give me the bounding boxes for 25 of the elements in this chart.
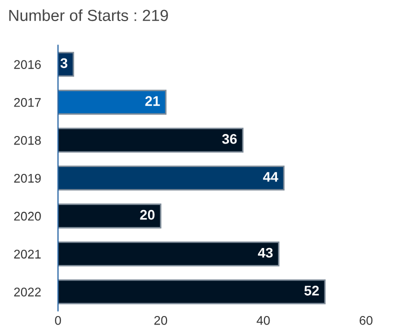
bar (58, 128, 244, 153)
data-label: 21 (145, 96, 160, 106)
data-label: 52 (304, 286, 319, 296)
data-label: 20 (140, 210, 155, 220)
data-label: 36 (222, 134, 237, 144)
y-tick-label: 2017 (14, 98, 41, 107)
data-label: 44 (263, 172, 278, 182)
x-tick-label: 20 (154, 316, 168, 325)
y-tick-label: 2016 (14, 60, 41, 69)
bar (58, 204, 162, 228)
bar (58, 166, 285, 191)
y-tick-label: 2020 (14, 212, 41, 221)
y-tick-label: 2022 (14, 288, 41, 296)
x-tick-label: 40 (256, 316, 270, 325)
bar (58, 90, 166, 115)
chart-title: Number of Starts : 219 (9, 9, 168, 22)
y-tick-label: 2021 (14, 250, 41, 259)
x-tick-label: 60 (360, 316, 372, 325)
bar (58, 241, 280, 266)
x-tick-label: 0 (55, 316, 61, 325)
y-tick-label: 2018 (14, 136, 41, 145)
y-tick-label: 2019 (14, 174, 41, 183)
bar (58, 279, 326, 304)
data-label: 43 (258, 248, 273, 258)
data-label: 3 (60, 58, 68, 68)
